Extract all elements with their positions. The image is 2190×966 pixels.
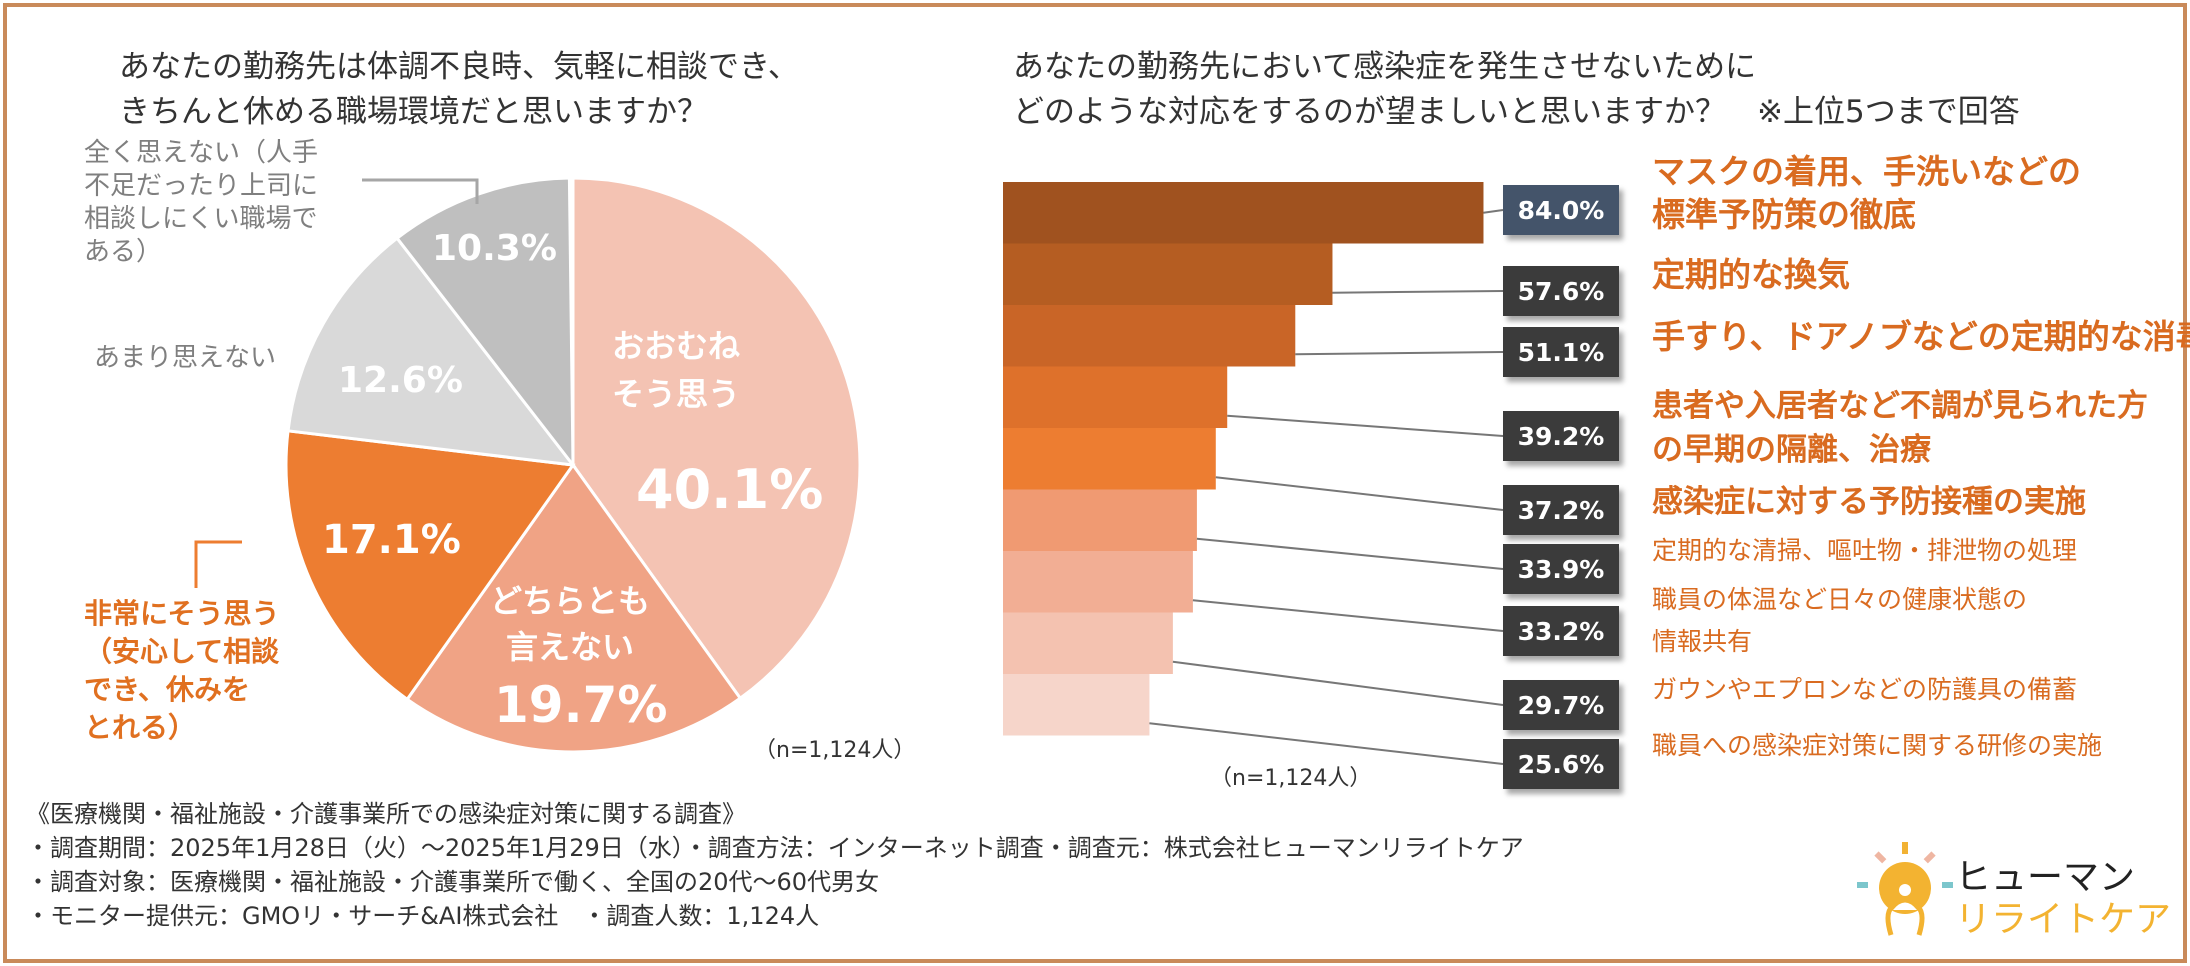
category-label: の早期の隔離、治療 (1652, 432, 1931, 468)
pie-slice (286, 236, 577, 467)
connector-line (1215, 476, 1504, 511)
lightbulb-logo-icon (1857, 842, 1953, 936)
pie-value-neutral: 19.7% (494, 676, 668, 734)
connector-line (1295, 351, 1504, 356)
connector-line (1192, 599, 1504, 632)
value-label: 33.9% (1503, 544, 1619, 594)
value-label: 37.2% (1503, 485, 1619, 535)
value-label: 84.0% (1503, 185, 1619, 235)
bar (1003, 489, 1197, 551)
leader-line (362, 178, 479, 204)
value-label: 57.6% (1503, 266, 1619, 316)
connector-line (1227, 414, 1504, 437)
pie-value-not-really: 12.6% (338, 360, 463, 401)
category-label: 患者や入居者など不調が見られた方 (1652, 388, 2148, 424)
pie-slice (571, 176, 862, 701)
pie-slice (405, 462, 743, 754)
pie-value-mostly: 40.1% (636, 458, 824, 521)
bar (1003, 612, 1173, 674)
connector-line (1172, 660, 1504, 706)
value-label: 33.2% (1503, 606, 1619, 656)
logo-text-line1: ヒューマン (1955, 857, 2136, 898)
pie-chart (194, 176, 862, 754)
connector-line (1196, 537, 1504, 570)
pie-value-strongly: 17.1% (322, 517, 461, 563)
value-label: 29.7% (1503, 680, 1619, 730)
pie-label-mostly: おおむね そう思う (612, 327, 741, 413)
frame (3, 3, 2187, 963)
pie-sample-size: （n=1,124人） (754, 738, 916, 763)
bar-title: あなたの勤務先において感染症を発生させないために どのような対応をするのが望ましい… (1013, 49, 2020, 130)
bar (1003, 366, 1228, 428)
connector-line (1483, 209, 1504, 214)
category-label: 標準予防策の徹底 (1652, 195, 1916, 234)
pie-slice (284, 429, 576, 702)
category-label: マスクの着用、手洗いなどの (1652, 152, 2081, 191)
bar (1003, 674, 1150, 736)
label-not-at-all: 全く思えない（人手 不足だったり上司に 相談しにくい職場で ある） (84, 138, 319, 267)
bar-sample-size: （n=1,124人） (1210, 766, 1372, 791)
label-strongly-agree: 非常にそう思う （安心して相談 でき、休みを とれる） (84, 597, 280, 744)
value-label: 25.6% (1503, 739, 1619, 789)
label-not-really: あまり思えない (94, 343, 277, 373)
bar (1003, 428, 1216, 490)
connector-line (1149, 722, 1504, 765)
connector-line (1332, 290, 1504, 294)
bar (1003, 551, 1193, 613)
category-label: 職員の体温など日々の健康状態の (1652, 585, 2028, 614)
value-label: 39.2% (1503, 411, 1619, 461)
pie-value-not-at-all: 10.3% (432, 228, 557, 269)
footer-notes: 《医療機関・福祉施設・介護事業所での感染症対策に関する調査》 ・調査期間：2025… (26, 800, 1524, 930)
logo-text-line2: リライトケア (1955, 899, 2172, 940)
bar (1003, 243, 1333, 305)
category-label: 感染症に対する予防接種の実施 (1652, 484, 2086, 520)
category-label: 定期的な換気 (1652, 255, 1850, 294)
value-label: 51.1% (1503, 327, 1619, 377)
leader-line (194, 540, 242, 588)
bar-chart (1003, 182, 1504, 765)
category-label: 定期的な清掃、嘔吐物・排泄物の処理 (1652, 536, 2078, 565)
category-label: 手すり、ドアノブなどの定期的な消毒 (1652, 317, 2190, 356)
pie-title: あなたの勤務先は体調不良時、気軽に相談でき、 きちんと休める職場環境だと思いますか… (119, 49, 799, 130)
bar (1003, 305, 1296, 367)
category-label: 職員への感染症対策に関する研修の実施 (1652, 731, 2103, 760)
category-label: 情報共有 (1652, 627, 1753, 656)
category-label: ガウンやエプロンなどの防護具の備蓄 (1652, 675, 2078, 704)
company-logo: ヒューマン リライトケア (1855, 840, 2171, 940)
bar (1003, 182, 1484, 244)
pie-label-neutral: どちらとも 言えない (490, 582, 651, 666)
